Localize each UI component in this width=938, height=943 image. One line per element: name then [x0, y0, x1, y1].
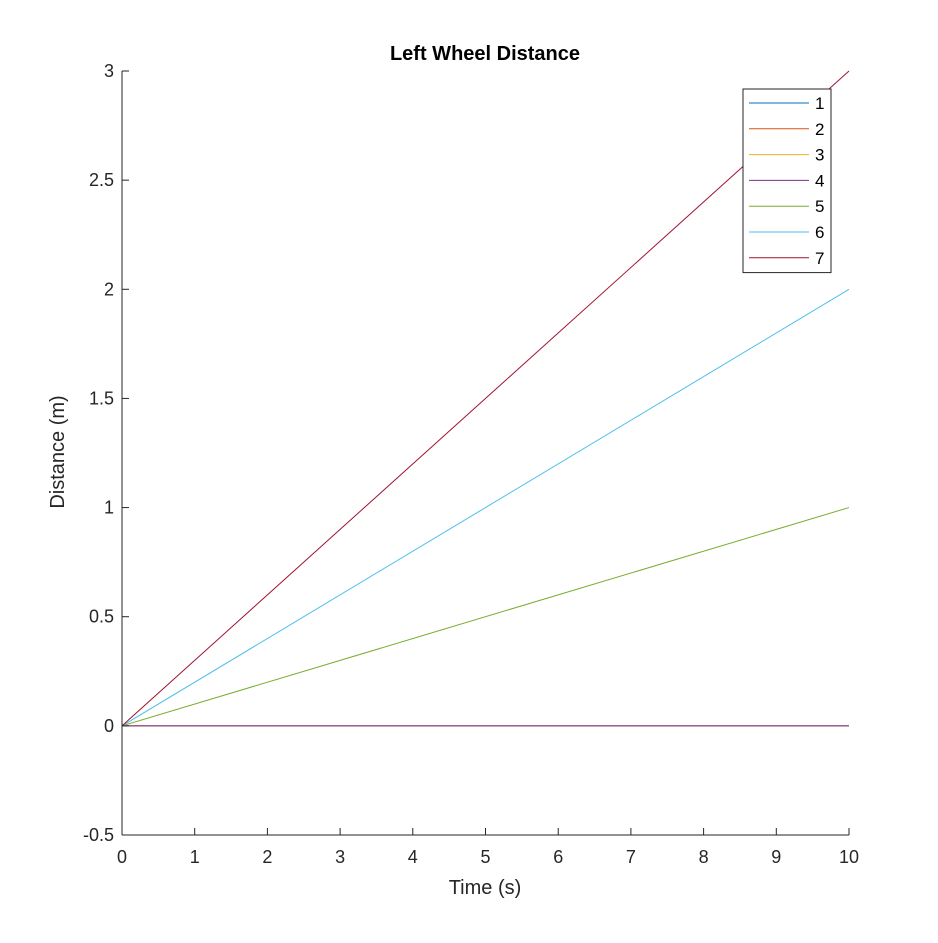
legend-label-6: 6	[815, 223, 824, 242]
y-tick-label: 1.5	[89, 388, 114, 408]
x-tick-label: 4	[408, 847, 418, 867]
y-tick-label: 3	[104, 61, 114, 81]
x-tick-label: 1	[190, 847, 200, 867]
legend-label-7: 7	[815, 249, 824, 268]
y-tick-label: -0.5	[83, 825, 114, 845]
x-tick-label: 5	[480, 847, 490, 867]
chart-title: Left Wheel Distance	[390, 43, 580, 65]
legend-label-4: 4	[815, 171, 824, 190]
series-line-7	[121, 70, 850, 727]
x-tick-label: 7	[626, 847, 636, 867]
series-line-5	[121, 507, 850, 727]
y-tick-label: 2	[104, 279, 114, 299]
y-axis-label: Distance (m)	[47, 395, 69, 508]
y-tick-label: 0	[104, 716, 114, 736]
series-layer	[121, 70, 850, 727]
legend: 1 2 3 4 5 6 7	[742, 88, 832, 274]
axes: 0 1 2 3 4 5 6 7 8 9 10-0.500.511.522.53	[83, 61, 859, 867]
x-tick-label: 8	[699, 847, 709, 867]
series-line-6	[121, 288, 850, 727]
y-tick-label: 2.5	[89, 170, 114, 190]
y-tick-label: 0.5	[89, 607, 114, 627]
y-tick-label: 1	[104, 498, 114, 518]
x-axis-label: Time (s)	[449, 877, 522, 899]
x-tick-label: 9	[771, 847, 781, 867]
x-tick-label: 0	[117, 847, 127, 867]
x-tick-label: 6	[553, 847, 563, 867]
x-tick-label: 3	[335, 847, 345, 867]
x-tick-label: 10	[839, 847, 859, 867]
legend-label-5: 5	[815, 197, 824, 216]
legend-label-3: 3	[815, 146, 824, 165]
x-tick-label: 2	[262, 847, 272, 867]
legend-label-2: 2	[815, 120, 824, 139]
legend-label-1: 1	[815, 94, 824, 113]
